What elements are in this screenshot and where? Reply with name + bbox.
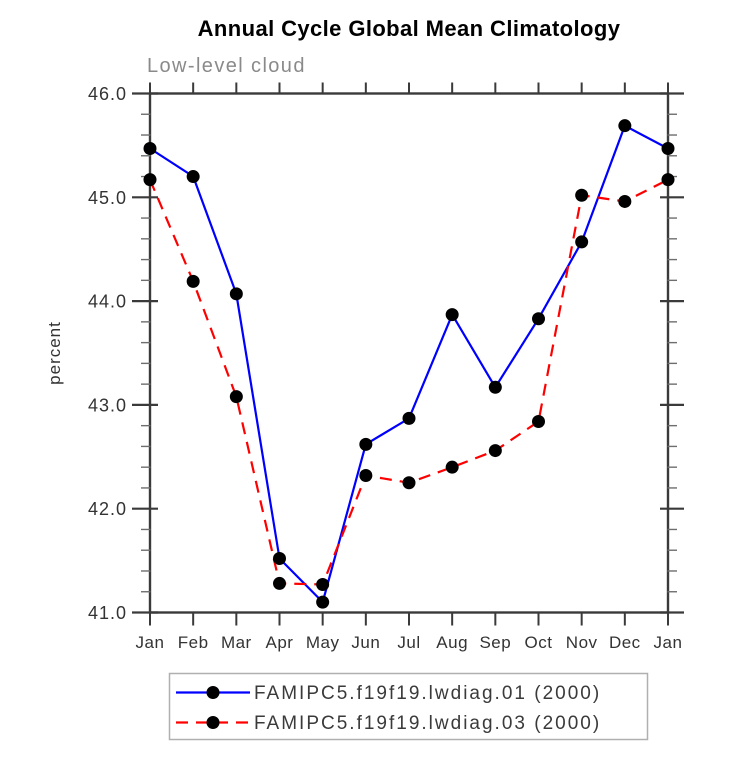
x-axis-tick-label: Jun — [351, 633, 380, 652]
data-point-marker — [273, 576, 286, 590]
x-axis-tick-label: Jan — [654, 633, 683, 652]
legend-item-label: FAMIPC5.f19f19.lwdiag.01 (2000) — [254, 683, 601, 704]
series-markers-2 — [143, 173, 675, 591]
series-markers-1 — [143, 119, 675, 609]
data-point-marker — [229, 287, 243, 301]
x-axis-tick-label: Oct — [525, 633, 553, 652]
data-point-marker — [316, 577, 330, 591]
y-axis-tick-label: 41.0 — [88, 603, 127, 623]
data-point-marker — [359, 437, 373, 451]
x-axis: Jan Feb Mar Apr May Jun Jul Aug Sep Oct Nov Dec Jan — [136, 82, 683, 652]
data-point-marker — [229, 390, 243, 404]
data-point-marker — [488, 444, 502, 458]
legend: FAMIPC5.f19f19.lwdiag.01 (2000) FAMIPC5.f… — [168, 672, 649, 741]
y-axis-tick-label: 46.0 — [88, 84, 127, 104]
data-point-marker — [445, 460, 459, 474]
data-point-marker — [532, 415, 545, 429]
legend-item: FAMIPC5.f19f19.lwdiag.03 (2000) — [176, 713, 601, 734]
data-point-marker — [316, 595, 330, 609]
y-axis-tick-label: 45.0 — [88, 188, 127, 208]
legend-marker-icon — [206, 716, 220, 729]
legend-item-label: FAMIPC5.f19f19.lwdiag.03 (2000) — [254, 713, 601, 734]
series-line-2 — [148, 178, 669, 586]
data-point-marker — [143, 173, 157, 187]
y-axis-tick-label: 44.0 — [88, 292, 127, 312]
data-point-marker — [359, 468, 373, 482]
x-axis-tick-label: Nov — [566, 633, 598, 652]
data-point-marker — [402, 411, 416, 425]
data-point-marker — [488, 380, 502, 394]
y-axis-title: percent — [45, 321, 64, 385]
y-axis: 41.0 42.0 43.0 44.0 45.0 46.0 — [88, 84, 684, 623]
data-point-marker — [273, 552, 286, 566]
data-point-marker — [618, 194, 632, 208]
data-point-marker — [445, 308, 459, 322]
x-axis-tick-label: Aug — [436, 633, 468, 652]
x-axis-tick-label: Dec — [609, 633, 641, 652]
data-point-marker — [186, 274, 200, 288]
x-axis-tick-label: Mar — [221, 633, 252, 652]
x-axis-tick-label: Feb — [178, 633, 209, 652]
x-axis-tick-label: Sep — [479, 633, 511, 652]
data-point-marker — [532, 312, 545, 326]
data-point-marker — [661, 173, 675, 187]
plot-border — [148, 92, 670, 614]
data-point-marker — [143, 142, 157, 156]
y-axis-tick-label: 43.0 — [88, 395, 127, 415]
data-point-marker — [661, 142, 675, 156]
data-point-marker — [402, 476, 416, 490]
y-axis-tick-label: 42.0 — [88, 499, 127, 519]
legend-item: FAMIPC5.f19f19.lwdiag.01 (2000) — [176, 683, 601, 704]
x-axis-tick-label: Apr — [266, 633, 294, 652]
legend-box — [168, 672, 649, 741]
x-axis-tick-label: Jan — [136, 633, 165, 652]
x-axis-tick-label: Jul — [397, 633, 420, 652]
data-point-marker — [575, 235, 589, 249]
legend-marker-icon — [206, 686, 220, 699]
data-point-marker — [186, 170, 200, 184]
series-line-1 — [149, 124, 669, 605]
x-axis-tick-label: May — [306, 633, 340, 652]
data-point-marker — [575, 188, 589, 202]
chart-subtitle: Low-level cloud — [147, 55, 306, 77]
chart-title: Annual Cycle Global Mean Climatology — [197, 16, 621, 41]
data-point-marker — [618, 119, 632, 133]
